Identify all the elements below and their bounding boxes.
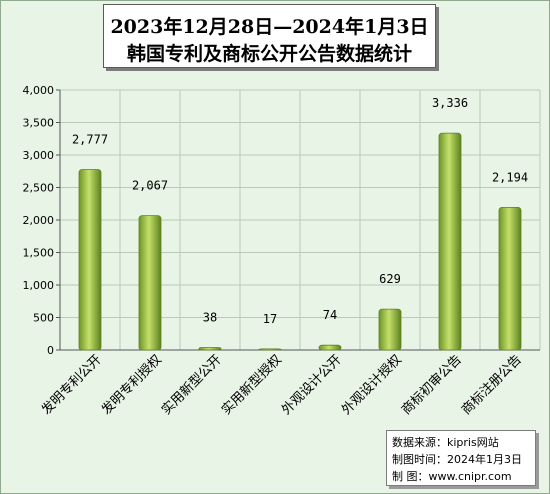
- axes: [56, 89, 540, 351]
- bar: [198, 347, 222, 351]
- data-label: 17: [263, 312, 277, 326]
- chart-title-line1: 2023年12月28日—2024年1月3日: [110, 16, 429, 38]
- made-time-text: 制图时间：2024年1月3日: [392, 453, 522, 466]
- made-by-text: 制 图：www.cnipr.com: [392, 470, 512, 483]
- x-tick-label: 实用新型授权: [218, 352, 284, 418]
- x-tick-label: 发明专利授权: [98, 352, 164, 418]
- data-label: 629: [379, 272, 401, 286]
- y-tick-label: 2,000: [23, 214, 55, 227]
- bar: [318, 344, 342, 351]
- y-tick-label: 3,000: [23, 149, 55, 162]
- data-label: 2,194: [492, 170, 528, 184]
- data-label: 3,336: [432, 96, 468, 110]
- x-tick-labels: 发明专利公开发明专利授权实用新型公开实用新型授权外观设计公开外观设计授权商标初审…: [38, 352, 524, 418]
- bar: [378, 308, 402, 351]
- y-tick-label: 500: [33, 312, 54, 325]
- bars: [78, 132, 522, 351]
- data-label: 38: [203, 311, 217, 325]
- bar: [498, 206, 522, 351]
- data-labels: 2,777 2,067 38 17 74 629 3,336 2,194: [72, 96, 528, 326]
- x-tick-label: 外观设计公开: [279, 352, 345, 418]
- x-tick-label: 实用新型公开: [158, 352, 224, 418]
- data-label: 2,067: [132, 179, 168, 193]
- data-label: 74: [323, 308, 337, 322]
- chart-title-box: 2023年12月28日—2024年1月3日 韩国专利及商标公开公告数据统计: [103, 4, 436, 68]
- data-label: 2,777: [72, 132, 108, 146]
- bar: [138, 215, 162, 351]
- y-tick-label: 2,500: [23, 182, 55, 195]
- y-tick-labels: 0 500 1,000 1,500 2,000 2,500 3,000 3,500 4,000: [23, 84, 55, 357]
- gridlines: [60, 89, 541, 351]
- chart-title-line2: 韩国专利及商标公开公告数据统计: [126, 43, 412, 65]
- bar: [258, 348, 282, 351]
- x-tick-label: 商标注册公告: [459, 352, 525, 418]
- x-tick-label: 发明专利公开: [38, 352, 104, 418]
- x-tick-label: 外观设计授权: [338, 352, 404, 418]
- source-info-box: 数据来源：kipris网站 制图时间：2024年1月3日 制 图：www.cni…: [386, 430, 536, 486]
- x-tick-label: 商标初审公告: [399, 352, 465, 418]
- y-tick-label: 0: [47, 344, 54, 357]
- y-tick-label: 1,500: [23, 247, 55, 260]
- y-tick-label: 4,000: [23, 84, 55, 97]
- bar: [78, 169, 102, 351]
- data-source-text: 数据来源：kipris网站: [392, 436, 499, 449]
- y-tick-label: 3,500: [23, 117, 55, 130]
- y-tick-label: 1,000: [23, 279, 55, 292]
- bar: [438, 132, 462, 351]
